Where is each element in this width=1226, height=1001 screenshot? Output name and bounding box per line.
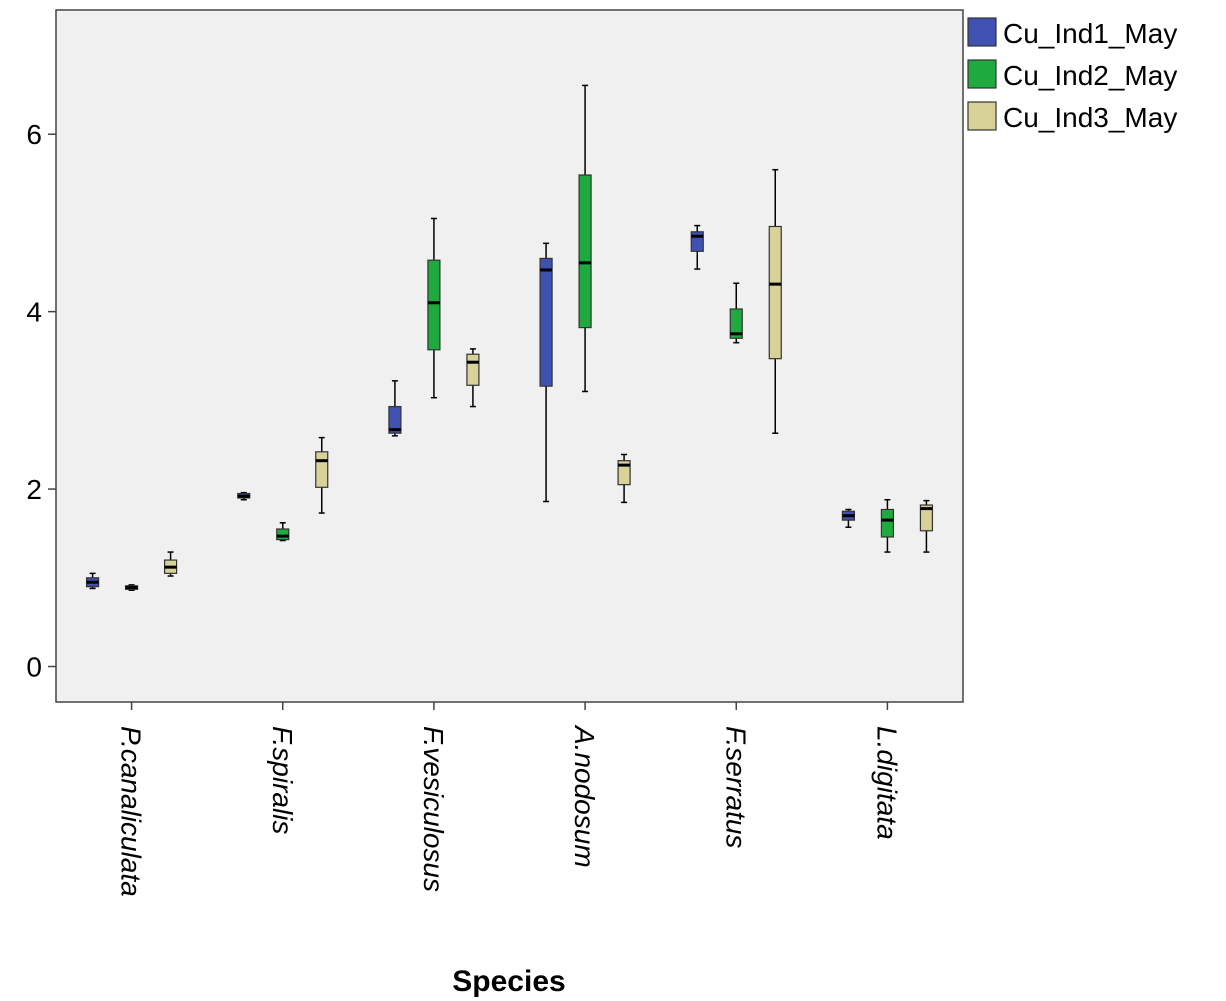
y-tick-label: 4 [26, 297, 42, 328]
box-iqr [729, 308, 743, 339]
legend-label: Cu_Ind3_May [1003, 102, 1177, 133]
box-iqr [617, 460, 631, 486]
box-Cu_Ind1_May-F.spiralis [237, 491, 251, 501]
box-Cu_Ind3_May-A.nodosum [617, 453, 631, 504]
box-iqr [690, 231, 704, 252]
legend-label: Cu_Ind2_May [1003, 60, 1177, 91]
box-Cu_Ind2_May-F.spiralis [276, 522, 290, 542]
x-category-label: L.digitata [871, 726, 902, 840]
box-Cu_Ind1_May-A.nodosum [539, 242, 553, 503]
x-axis-title: Species [452, 965, 565, 998]
box-iqr [919, 504, 934, 532]
box-iqr [388, 405, 402, 434]
x-category-label: P.canaliculata [116, 726, 147, 897]
x-category-label: F.spiralis [267, 726, 298, 834]
box-iqr [880, 508, 895, 538]
box-Cu_Ind3_May-F.serratus [768, 168, 782, 434]
legend-swatch [967, 17, 997, 47]
box-iqr [276, 528, 290, 541]
x-axis: P.canaliculata F.spiralis F.vesiculosus A.n… [116, 702, 902, 897]
box-Cu_Ind2_May-L.digitata [880, 498, 895, 553]
legend-swatch [967, 59, 997, 89]
box-iqr [315, 451, 329, 488]
y-tick-label: 0 [26, 652, 42, 683]
y-tick-label: 6 [26, 119, 42, 150]
x-category-label: F.serratus [720, 726, 751, 848]
box-Cu_Ind2_May-P.canaliculata [124, 584, 139, 591]
box-iqr [578, 174, 592, 329]
box-Cu_Ind1_May-L.digitata [841, 508, 856, 528]
box-Cu_Ind1_May-F.vesiculosus [388, 380, 402, 437]
legend-label: Cu_Ind1_May [1003, 18, 1177, 49]
box-Cu_Ind2_May-A.nodosum [578, 84, 592, 393]
legend: Cu_Ind1_May Cu_Ind2_May Cu_Ind3_May [967, 17, 1177, 133]
box-Cu_Ind3_May-L.digitata [919, 499, 934, 553]
box-iqr [768, 225, 782, 360]
plot-area [55, 9, 964, 703]
box-iqr [427, 259, 441, 351]
box-iqr [539, 257, 553, 387]
box-Cu_Ind3_May-F.spiralis [315, 436, 329, 514]
x-category-label: F.vesiculosus [418, 726, 449, 892]
x-category-label: A.nodosum [569, 724, 600, 868]
legend-swatch [967, 101, 997, 131]
box-Cu_Ind1_May-F.serratus [690, 224, 704, 270]
box-Cu_Ind2_May-F.vesiculosus [427, 217, 441, 399]
box-Cu_Ind2_May-F.serratus [729, 282, 743, 344]
box-Cu_Ind3_May-F.vesiculosus [466, 348, 480, 408]
box-Cu_Ind3_May-P.canaliculata [163, 551, 178, 577]
y-tick-label: 2 [26, 474, 42, 505]
box-iqr [466, 353, 480, 386]
box-Cu_Ind1_May-P.canaliculata [85, 572, 100, 590]
box-series-group [85, 84, 934, 591]
y-axis: 0 2 4 6 [26, 119, 56, 683]
